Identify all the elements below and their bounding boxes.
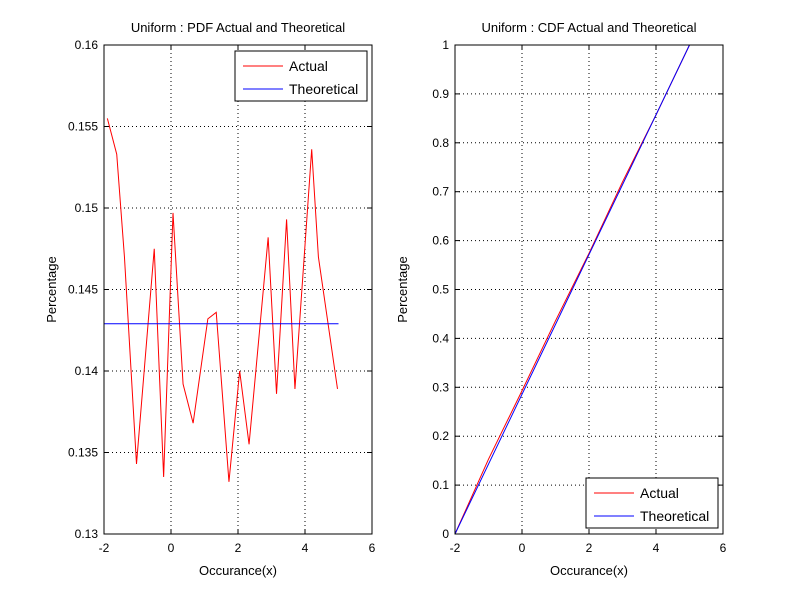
chart-2-x-axis-label: Occurance(x) — [550, 563, 628, 578]
chart-2-x-tick-label: 4 — [653, 541, 660, 555]
chart-1-legend-box — [234, 50, 368, 102]
chart-2-y-tick-label: 0.3 — [432, 380, 449, 394]
chart-2: -2 0 2 4 600.10.20.30.40.50.60.70.80.91Unifo… — [395, 20, 727, 578]
chart-2-y-tick-label: 0.7 — [432, 185, 449, 199]
chart-1-y-tick-label: 0.13 — [75, 527, 99, 541]
chart-1-series-actual-line — [106, 118, 338, 482]
chart-2-y-tick-label: 0.6 — [432, 234, 449, 248]
chart-2-legend-label-theoretical: Theoretical — [640, 508, 709, 524]
chart-1-x-tick-label: -2 — [99, 541, 110, 555]
chart-1-x-tick-label: 6 — [369, 541, 376, 555]
chart-2-axes-box — [454, 44, 724, 535]
chart-2-x-tick-label: 0 — [519, 541, 526, 555]
chart-2-y-tick-label: 0.9 — [432, 87, 449, 101]
chart-2-x-tick-label: 6 — [720, 541, 727, 555]
chart-2-x-tick-label: 2 — [586, 541, 593, 555]
chart-1-title: Uniform : PDF Actual and Theoretical — [131, 20, 345, 35]
chart-2-y-tick-label: 0.2 — [432, 429, 449, 443]
chart-1-y-tick-label: 0.14 — [75, 364, 99, 378]
chart-1-legend-label-actual: Actual — [289, 58, 328, 74]
chart-2-y-tick-label: 0.4 — [432, 331, 449, 345]
chart-2-y-axis-label: Percentage — [395, 256, 410, 323]
chart-1-y-tick-label: 0.135 — [68, 446, 98, 460]
chart-1-y-tick-label: 0.155 — [68, 120, 98, 134]
chart-1-legend-label-theoretical: Theoretical — [289, 81, 358, 97]
chart-2-y-tick-label: 0.8 — [432, 136, 449, 150]
chart-2-y-tick-label: 0.5 — [432, 283, 449, 297]
chart-1-x-tick-label: 0 — [168, 541, 175, 555]
chart-1-y-tick-label: 0.16 — [75, 38, 99, 52]
chart-2-legend-label-actual: Actual — [640, 485, 679, 501]
chart-2-y-tick-label: 0 — [442, 527, 449, 541]
chart-2-legend: Actual Theoretical — [585, 477, 719, 529]
chart-1-legend: Actual Theoretical — [234, 50, 368, 102]
chart-1-y-tick-label: 0.145 — [68, 283, 98, 297]
chart-1-y-axis-label: Percentage — [44, 256, 59, 323]
chart-1-y-tick-label: 0.15 — [75, 201, 99, 215]
chart-1-axes-box — [103, 44, 373, 535]
chart-2-series-theoretical-line — [454, 44, 690, 535]
chart-1-x-tick-label: 4 — [302, 541, 309, 555]
chart-2-y-tick-label: 1 — [442, 38, 449, 52]
chart-1-x-tick-label: 2 — [235, 541, 242, 555]
chart-2-legend-box — [585, 477, 719, 529]
chart-2-y-tick-label: 0.1 — [432, 478, 449, 492]
chart-2-x-tick-label: -2 — [450, 541, 461, 555]
chart-1-x-axis-label: Occurance(x) — [199, 563, 277, 578]
chart-2-title: Uniform : CDF Actual and Theoretical — [481, 20, 696, 35]
chart-1: -2 0 2 4 6 0.13 0.135 0.14 0.145 0.15 0.155 0.16 Uni… — [44, 20, 376, 578]
